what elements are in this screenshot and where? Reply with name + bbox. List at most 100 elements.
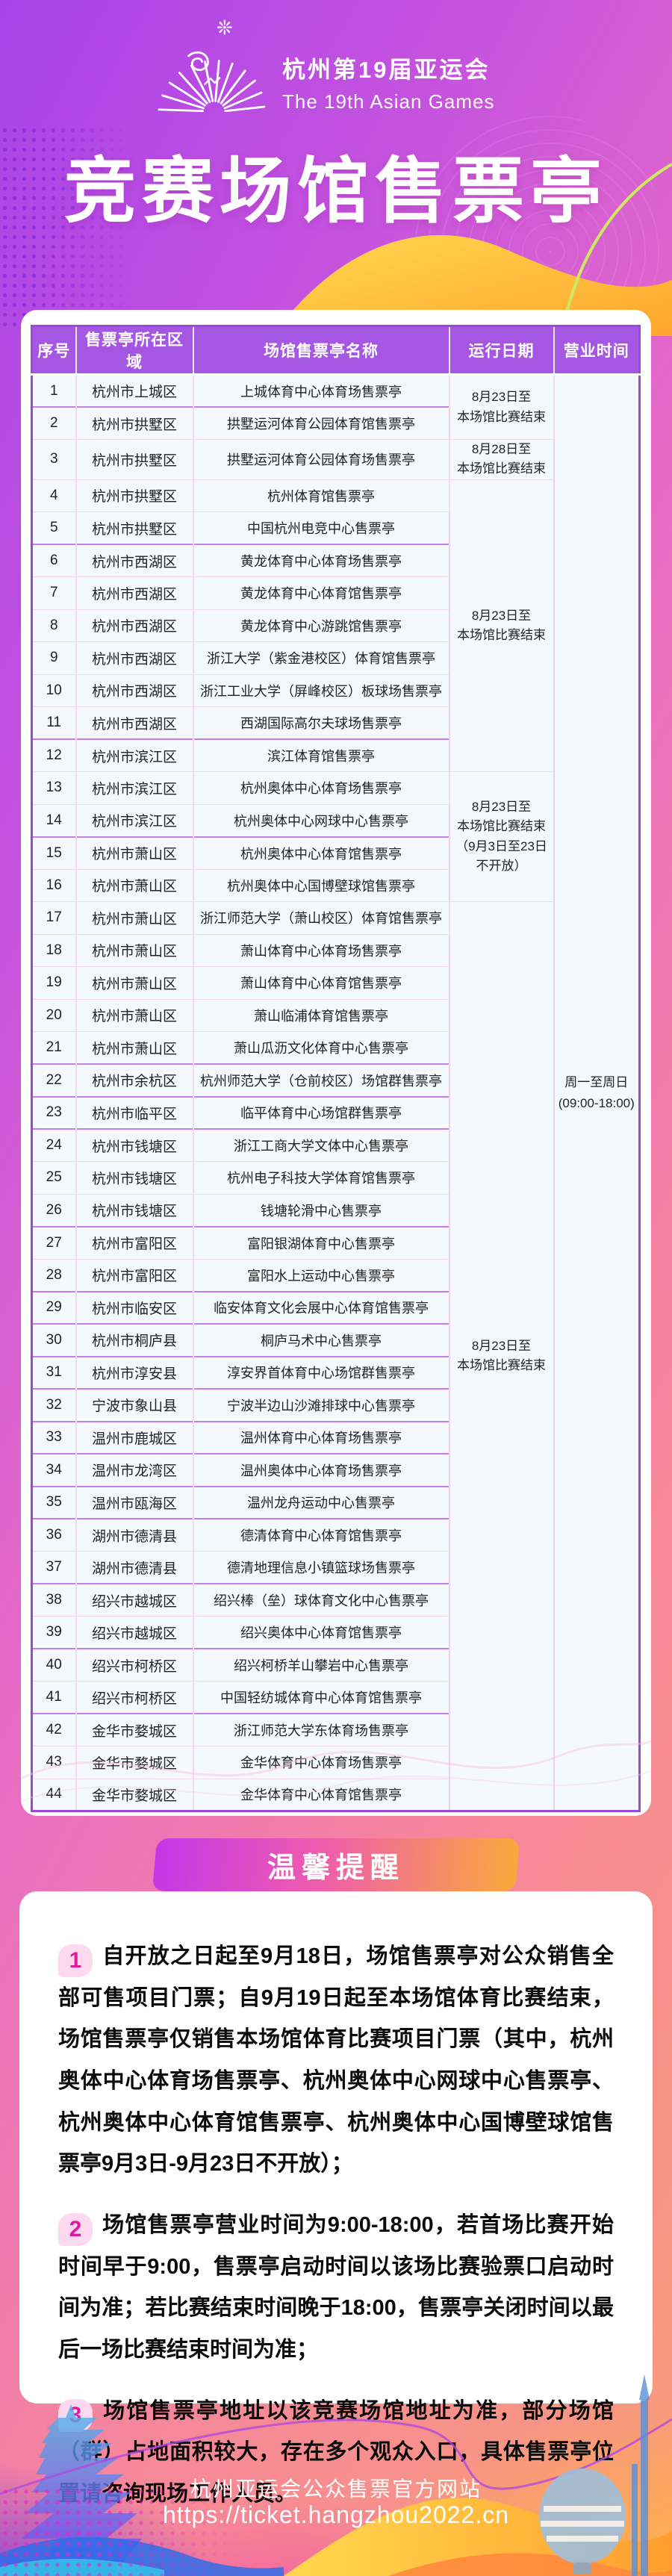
venue-cell: 金华体育中心体育馆售票亭 [193, 1778, 449, 1811]
column-header-1: 售票亭所在区域 [75, 326, 194, 376]
district-cell: 湖州市德清县 [75, 1518, 194, 1552]
row-number-cell: 8 [31, 609, 77, 642]
notice-number-badge: 2 [58, 2213, 93, 2247]
row-number-cell: 26 [31, 1193, 77, 1227]
table-row: 22 杭州市余杭区 杭州师范大学（仓前校区）场馆群售票亭 [31, 1063, 640, 1097]
hot-air-balloon-icon [539, 2468, 626, 2575]
district-cell: 杭州市西湖区 [75, 576, 194, 610]
district-cell: 金华市婺城区 [75, 1713, 194, 1746]
row-number-cell: 24 [31, 1128, 77, 1162]
table-row: 26 杭州市钱塘区 钱塘轮滑中心售票亭 [31, 1193, 640, 1227]
table-row: 23 杭州市临平区 临平体育中心场馆群售票亭 [31, 1095, 640, 1130]
row-number-cell: 27 [31, 1225, 77, 1260]
footer-site-url: https://ticket.hangzhou2022.cn [162, 2501, 510, 2528]
venue-cell: 杭州奥体中心体育场售票亭 [193, 771, 450, 805]
row-number-cell: 44 [31, 1778, 77, 1811]
district-cell: 杭州市西湖区 [75, 544, 194, 577]
kiosk-table-card: 序号 售票亭所在区域 场馆售票亭名称 运行日期 营业时间 1 杭州市上城区 上城体育中心体育… [21, 310, 651, 1816]
row-number-cell: 5 [31, 511, 77, 545]
district-cell: 杭州市钱塘区 [75, 1161, 194, 1195]
district-cell: 杭州市萧山区 [75, 836, 194, 870]
table-row: 12 杭州市滨江区 滨江体育馆售票亭 [31, 738, 640, 772]
venue-cell: 温州奥体中心体育场售票亭 [193, 1453, 449, 1487]
row-number-cell: 2 [31, 406, 77, 440]
row-number-cell: 29 [31, 1290, 77, 1325]
row-number-cell: 25 [31, 1161, 77, 1195]
row-number-cell: 43 [31, 1746, 77, 1779]
table-row: 38 绍兴市越城区 绍兴棒（垒）球体育文化中心售票亭 [31, 1583, 640, 1617]
venue-cell: 绍兴奥体中心体育馆售票亭 [193, 1616, 449, 1649]
row-number-cell: 7 [31, 576, 77, 610]
venue-cell: 浙江大学（紫金港校区）体育馆售票亭 [193, 641, 449, 675]
row-number-cell: 18 [31, 933, 77, 967]
row-number-cell: 6 [31, 544, 77, 577]
hours-cell: 周一至周日 (09:00-18:00) [553, 373, 640, 1811]
table-row: 11 杭州市西湖区 西湖国际高尔夫球场售票亭 [31, 706, 640, 740]
table-row: 13 杭州市滨江区 杭州奥体中心体育场售票亭 8月23日至 本场馆比赛结束 （9月3日… [31, 771, 640, 902]
row-number-cell: 10 [31, 673, 77, 707]
district-cell: 杭州市西湖区 [75, 641, 194, 675]
district-cell: 杭州市萧山区 [75, 901, 194, 935]
district-cell: 杭州市滨江区 [75, 771, 194, 805]
venue-cell: 黄龙体育中心游跳馆售票亭 [193, 609, 449, 642]
row-number-cell: 3 [31, 439, 77, 480]
date-cell: 8月28日至 本场馆比赛结束 [448, 439, 554, 480]
district-cell: 杭州市萧山区 [75, 868, 194, 902]
row-number-cell: 14 [31, 803, 77, 837]
district-cell: 温州市鹿城区 [75, 1420, 194, 1455]
district-cell: 杭州市拱墅区 [75, 439, 194, 480]
venue-cell: 德清地理信息小镇篮球场售票亭 [193, 1551, 449, 1584]
table-row: 35 温州市瓯海区 温州龙舟运动中心售票亭 [31, 1485, 640, 1519]
table-row: 7 杭州市西湖区 黄龙体育中心体育馆售票亭 [31, 576, 640, 610]
venue-cell: 杭州电子科技大学体育馆售票亭 [193, 1161, 449, 1195]
table-row: 5 杭州市拱墅区 中国杭州电竞中心售票亭 [31, 511, 640, 545]
table-row: 30 杭州市桐庐县 桐庐马术中心售票亭 [31, 1323, 640, 1357]
district-cell: 绍兴市柯桥区 [75, 1681, 194, 1714]
table-row: 34 温州市龙湾区 温州奥体中心体育场售票亭 [31, 1453, 640, 1487]
notice-item-2: 2 场馆售票亭营业时间为9:00-18:00，若首场比赛开始时间早于9:00，售票… [58, 2205, 614, 2371]
venue-cell: 中国杭州电竞中心售票亭 [193, 511, 449, 545]
district-cell: 杭州市上城区 [75, 374, 194, 407]
table-row: 18 杭州市萧山区 萧山体育中心体育场售票亭 [31, 933, 640, 967]
table-row: 4 杭州市拱墅区 杭州体育馆售票亭 8月23日至 本场馆比赛结束 [31, 479, 640, 772]
venue-cell: 临平体育中心场馆群售票亭 [193, 1095, 449, 1130]
table-row: 16 杭州市萧山区 杭州奥体中心国博壁球馆售票亭 [31, 868, 640, 902]
district-cell: 绍兴市越城区 [75, 1616, 194, 1649]
table-row: 14 杭州市滨江区 杭州奥体中心网球中心售票亭 [31, 803, 640, 837]
row-number-cell: 28 [31, 1258, 77, 1292]
venue-cell: 桐庐马术中心售票亭 [193, 1323, 449, 1357]
venue-cell: 金华体育中心体育场售票亭 [193, 1746, 449, 1779]
venue-cell: 宁波半边山沙滩排球中心售票亭 [193, 1388, 449, 1422]
table-row: 41 绍兴市柯桥区 中国轻纺城体育中心体育馆售票亭 [31, 1681, 640, 1714]
district-cell: 杭州市钱塘区 [75, 1193, 194, 1227]
table-row: 8 杭州市西湖区 黄龙体育中心游跳馆售票亭 [31, 609, 640, 642]
table-row: 39 绍兴市越城区 绍兴奥体中心体育馆售票亭 [31, 1616, 640, 1649]
venue-cell: 拱墅运河体育公园体育场售票亭 [193, 439, 450, 480]
row-number-cell: 36 [31, 1518, 77, 1552]
asian-games-emblem-icon [158, 51, 266, 113]
row-number-cell: 21 [31, 1031, 77, 1065]
table-row: 33 温州市鹿城区 温州体育中心体育场售票亭 [31, 1420, 640, 1455]
brand-name-chinese: 杭州第19届亚运会 [282, 57, 491, 83]
district-cell: 杭州市拱墅区 [75, 511, 194, 545]
column-header-4: 营业时间 [553, 326, 640, 376]
footer-dots-decoration [0, 2486, 246, 2576]
row-number-cell: 13 [31, 771, 77, 805]
venue-cell: 西湖国际高尔夫球场售票亭 [193, 706, 449, 740]
table-row: 6 杭州市西湖区 黄龙体育中心体育场售票亭 [31, 544, 640, 577]
row-number-cell: 12 [31, 738, 77, 772]
venue-cell: 萧山瓜沥文化体育中心售票亭 [193, 1031, 449, 1065]
district-cell: 绍兴市越城区 [75, 1583, 194, 1617]
table-row: 28 杭州市富阳区 富阳水上运动中心售票亭 [31, 1258, 640, 1292]
district-cell: 杭州市萧山区 [75, 933, 194, 967]
column-header-0: 序号 [31, 326, 77, 376]
district-cell: 杭州市西湖区 [75, 673, 194, 707]
row-number-cell: 37 [31, 1551, 77, 1584]
table-row: 42 金华市婺城区 浙江师范大学东体育场售票亭 [31, 1713, 640, 1746]
row-number-cell: 20 [31, 998, 77, 1032]
district-cell: 杭州市萧山区 [75, 1031, 194, 1065]
table-row: 1 杭州市上城区 上城体育中心体育场售票亭 8月23日至 本场馆比赛结束 周一至周日 (… [31, 373, 640, 1811]
table-row: 3 杭州市拱墅区 拱墅运河体育公园体育场售票亭 8月28日至 本场馆比赛结束 [31, 439, 640, 480]
venue-cell: 杭州体育馆售票亭 [193, 479, 450, 512]
table-row: 21 杭州市萧山区 萧山瓜沥文化体育中心售票亭 [31, 1031, 640, 1065]
